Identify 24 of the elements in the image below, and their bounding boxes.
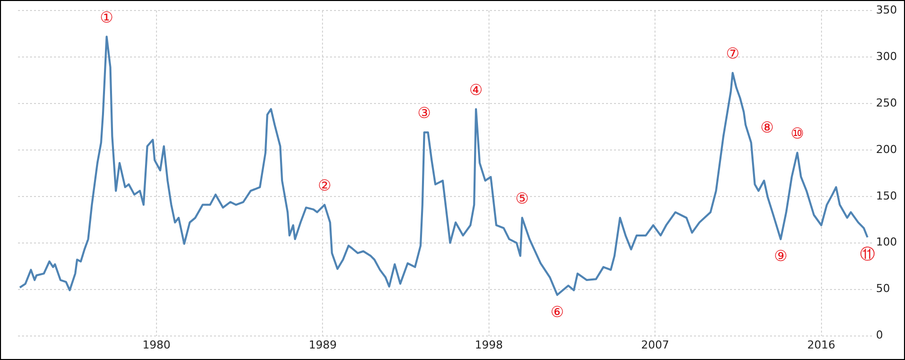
annotation: ① [100,8,114,27]
annotation: ⑥ [550,302,564,321]
x-tick-label: 1998 [474,338,503,352]
y-tick-label: 150 [876,189,898,202]
x-tick-label: 2007 [641,338,670,352]
y-tick-label: 100 [876,236,898,249]
y-tick-label: 0 [876,328,884,342]
annotation: ③ [418,104,431,122]
y-tick-label: 50 [876,282,890,296]
y-tick-label: 250 [876,96,898,110]
annotation: ⑪ [860,245,875,264]
y-tick-label: 300 [876,50,898,63]
annotation: ⑤ [515,190,529,208]
annotation: ⑦ [726,44,740,63]
annotation: ④ [469,80,483,99]
annotation: ⑩ [790,124,804,143]
y-tick-label: 200 [876,142,898,156]
x-tick-label: 1980 [142,338,170,352]
annotation: ⑨ [774,247,788,266]
annotation: ⑧ [760,118,774,136]
x-tick-label: 2016 [807,338,836,352]
annotation: ② [318,176,332,195]
y-tick-label: 350 [876,3,898,16]
x-tick-label: 1989 [308,338,337,352]
